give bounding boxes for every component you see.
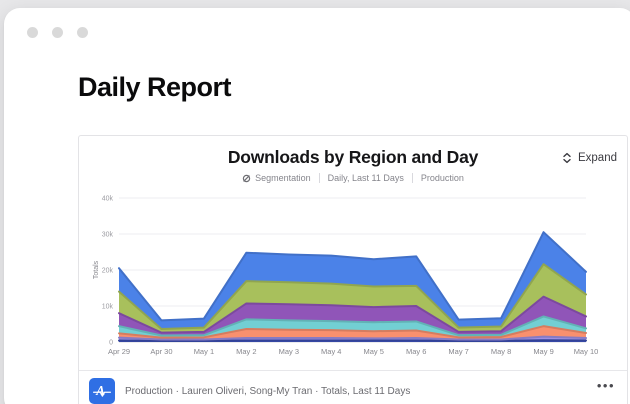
stacked-area-chart[interactable]: 0 10k 20k 30k 40k Apr 29 Apr 30 May 1 May 2 May 3… — [89, 186, 629, 361]
expand-chevrons-icon — [563, 152, 571, 164]
area-band-series-3-salmon — [119, 326, 586, 340]
window-dot-1[interactable] — [27, 27, 38, 38]
app-window: Daily Report Downloads by Region and Day… — [4, 8, 630, 404]
x-tick-label: May 4 — [321, 347, 341, 356]
area-edge-series-3-salmon — [118, 325, 587, 339]
area-edge-series-5-purple — [118, 295, 587, 334]
y-axis-title: Totals — [93, 260, 100, 279]
x-tick-label: May 8 — [491, 347, 511, 356]
x-tick-label: May 5 — [364, 347, 384, 356]
x-tick-label: May 3 — [279, 347, 299, 356]
area-band-series-7-blue — [119, 232, 586, 330]
window-dot-3[interactable] — [77, 27, 88, 38]
x-tick-label: May 9 — [533, 347, 553, 356]
subtitle-range: Daily, Last 11 Days — [327, 173, 404, 183]
subtitle-divider — [411, 173, 413, 183]
area-edge-series-6-green — [118, 263, 587, 331]
area-edge-series-7-blue — [118, 231, 587, 322]
card-footer: A Production · Lauren Oliveri, Song-My T… — [79, 370, 627, 404]
area-band-series-5-purple — [119, 296, 586, 336]
y-tick-label: 20k — [102, 268, 114, 275]
x-tick-label: May 2 — [236, 347, 256, 356]
chart-card: Downloads by Region and Day Segmentation… — [78, 135, 628, 404]
expand-button[interactable]: Expand — [562, 152, 617, 164]
y-tick-label: 30k — [102, 232, 114, 239]
area-band-series-6-green — [119, 264, 586, 333]
x-tick-label: May 6 — [406, 347, 426, 356]
svg-text:A: A — [95, 383, 105, 398]
x-tick-label: May 10 — [574, 347, 599, 356]
chart-subtitle: Segmentation Daily, Last 11 Days Product… — [79, 173, 627, 183]
waveform-a-icon: A — [93, 383, 112, 398]
segmentation-icon — [242, 174, 251, 182]
y-tick-label: 0 — [109, 340, 113, 347]
footer-summary: Production · Lauren Oliveri, Song-My Tra… — [125, 386, 411, 397]
subtitle-chart-type-label: Segmentation — [255, 173, 311, 183]
x-tick-label: Apr 30 — [150, 347, 172, 356]
chart-title: Downloads by Region and Day — [227, 147, 479, 167]
y-tick-label: 10k — [102, 304, 114, 311]
area-edge-series-2-lavender — [118, 335, 587, 341]
x-tick-label: May 7 — [448, 347, 468, 356]
area-edge-series-1-navy — [118, 339, 587, 342]
area-edge-series-4-cyan — [118, 315, 587, 337]
window-dot-2[interactable] — [52, 27, 63, 38]
x-tick-label: Apr 29 — [108, 347, 130, 356]
subtitle-environment: Production — [420, 173, 464, 183]
y-tick-label: 40k — [102, 196, 114, 203]
window-controls — [4, 8, 630, 38]
more-options-button[interactable]: ••• — [596, 378, 615, 393]
expand-label: Expand — [577, 152, 617, 164]
subtitle-divider — [318, 173, 320, 183]
area-band-series-4-cyan — [119, 316, 586, 338]
subtitle-chart-type: Segmentation — [234, 173, 319, 183]
x-tick-label: May 1 — [194, 347, 214, 356]
amplitude-chart-icon: A — [89, 378, 115, 404]
page-title: Daily Report — [78, 72, 232, 102]
